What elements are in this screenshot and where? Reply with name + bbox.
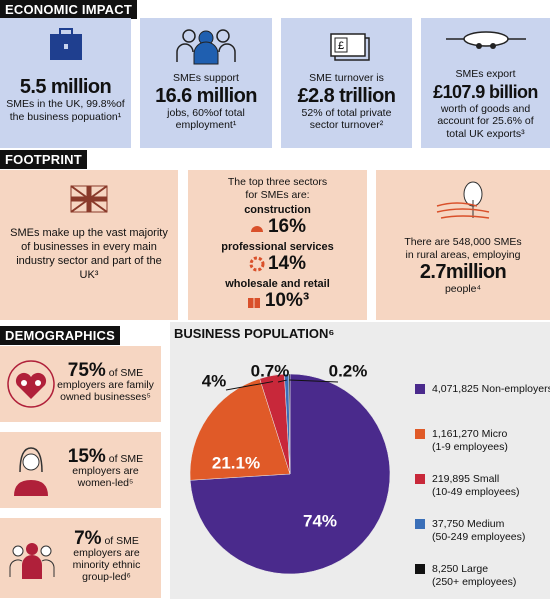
slice-label: 0.2%: [329, 361, 368, 380]
sector-name: wholesale and retail: [225, 278, 330, 290]
pie-slice: [288, 373, 291, 475]
briefcase-icon: [49, 28, 82, 60]
sector-value: 10%³: [264, 290, 310, 311]
card: SMEs make up the vast majority of busine…: [0, 170, 178, 320]
slice-label: 74%: [303, 511, 337, 530]
card-text: people⁴: [444, 283, 482, 295]
card-text: of SME employers are family owned busine…: [57, 367, 154, 403]
big-figure: 7%: [74, 528, 102, 549]
section-title: DEMOGRAPHICS: [0, 326, 121, 345]
legend-swatch: [415, 564, 425, 574]
gift-icon: [247, 298, 260, 308]
sector-name: construction: [244, 204, 311, 216]
card-text: worth of goods and account for 25.6% of …: [437, 102, 534, 140]
big-figure: 16.6 million: [155, 84, 257, 107]
section-title: FOOTPRINT: [0, 150, 87, 169]
woman-icon: [14, 447, 48, 496]
card: SMEs support 16.6 million jobs, 60%of to…: [140, 18, 272, 148]
demographic: 75% of SME employers are family owned bu…: [56, 361, 155, 403]
legend-count: 8,250: [432, 563, 458, 575]
card-text: SMEs make up the vast majority of busine…: [10, 227, 168, 281]
leader-line: [225, 381, 274, 391]
people-icon: [176, 29, 236, 65]
helmet-icon: [250, 226, 263, 232]
legend-entry: 37,750 Medium (50-249 employees): [432, 518, 525, 543]
leader-line: [289, 379, 339, 383]
card: SMEs export £107.9 billion worth of good…: [421, 18, 550, 148]
big-figure: 15%: [67, 446, 106, 467]
big-figure: 5.5 million: [19, 76, 112, 98]
sector-name: professional services: [221, 241, 334, 253]
card-text: SME turnover is: [309, 72, 384, 84]
big-figure: £107.9 billion: [433, 81, 538, 102]
card-text: jobs, 60%of total employment¹: [167, 106, 245, 132]
card: 15% of SME employers are women-led⁵: [0, 432, 161, 508]
legend-label: (250+ employees): [432, 576, 516, 588]
legend-swatch: [415, 474, 425, 484]
leader-line: [277, 379, 287, 383]
card-text: There are 548,000 SMEs in rural areas, e…: [404, 236, 522, 261]
svg-text:£: £: [337, 40, 343, 52]
slice-label: 21.1%: [212, 453, 260, 472]
group-icon: [9, 543, 55, 579]
legend-count: 37,750: [432, 518, 464, 530]
card-text: SMEs support: [173, 72, 239, 84]
sector-share: 10%³: [246, 290, 309, 312]
legend-label: (10-49 employees): [432, 486, 520, 498]
legend-swatch: [415, 384, 425, 394]
legend-swatch: [415, 519, 425, 529]
demographic: 7% of SME employers are minority ethnic …: [58, 529, 155, 583]
legend-label: (50-249 employees): [432, 531, 525, 543]
legend-entry: 4,071,825 Non-employers: [432, 383, 550, 395]
slice-label: 0.7%: [251, 361, 290, 380]
card: There are 548,000 SMEs in rural areas, e…: [376, 170, 550, 320]
card: £ SME turnover is £2.8 trillion 52% of t…: [281, 18, 412, 148]
legend-label: (1-9 employees): [432, 441, 508, 453]
card: The top three sectors for SMEs are: cons…: [188, 170, 367, 320]
demographic: 15% of SME employers are women-led⁵: [56, 447, 155, 489]
legend-swatch: [415, 429, 425, 439]
legend-label: Medium: [467, 518, 505, 530]
big-figure: 2.7million: [419, 261, 507, 283]
section-title: ECONOMIC IMPACT: [0, 0, 137, 19]
card-text: 52% of total private sector turnover²: [301, 106, 392, 132]
money-icon: £: [329, 33, 370, 61]
big-figure: £2.8 trillion: [297, 84, 396, 107]
plane-icon: [445, 31, 526, 49]
chart-title: BUSINESS POPULATION⁶: [174, 326, 335, 341]
sector-share: 16%: [249, 216, 306, 238]
legend-label: Small: [473, 473, 499, 485]
family-icon: [7, 360, 55, 408]
card-text: of SME employers are minority ethnic gro…: [72, 535, 141, 583]
card-text: of SME employers are women-led⁵: [72, 453, 144, 489]
slice-label: 4%: [202, 371, 227, 390]
sector-share: 14%: [249, 253, 306, 275]
rural-icon: [436, 181, 490, 219]
uk-flag-icon: [70, 185, 108, 213]
legend-label: Micro: [482, 428, 508, 440]
legend-count: 4,071,825: [432, 383, 479, 395]
sector-value: 14%: [267, 253, 307, 274]
legend-label: Large: [461, 563, 488, 575]
card: 75% of SME employers are family owned bu…: [0, 346, 161, 422]
card: 7% of SME employers are minority ethnic …: [0, 518, 161, 598]
legend-entry: 1,161,270 Micro (1-9 employees): [432, 428, 508, 453]
chart: 74% 21.1% 4% 0.7% 0.2% 4,071,825 Non-employer…: [189, 361, 550, 588]
legend-entry: 219,895 Small (10-49 employees): [432, 473, 520, 498]
gear-icon: [249, 256, 265, 272]
sector-value: 16%: [267, 216, 307, 237]
card-text: SMEs in the UK, 99.8%of the business pop…: [6, 98, 125, 123]
legend-entry: 8,250 Large (250+ employees): [432, 563, 516, 588]
chart-panel: BUSINESS POPULATION⁶ 74% 21.1% 4% 0.7% 0.2% 4…: [170, 322, 550, 599]
card: 5.5 million SMEs in the UK, 99.8%of the …: [0, 18, 131, 148]
card-text: SMEs export: [455, 68, 516, 80]
card-text: The top three sectors for SMEs are:: [227, 176, 328, 201]
big-figure: 75%: [67, 360, 106, 381]
legend-label: Non-employers: [482, 383, 550, 395]
legend-count: 219,895: [432, 473, 470, 485]
pie-slice: [189, 378, 291, 481]
legend-count: 1,161,270: [432, 428, 479, 440]
